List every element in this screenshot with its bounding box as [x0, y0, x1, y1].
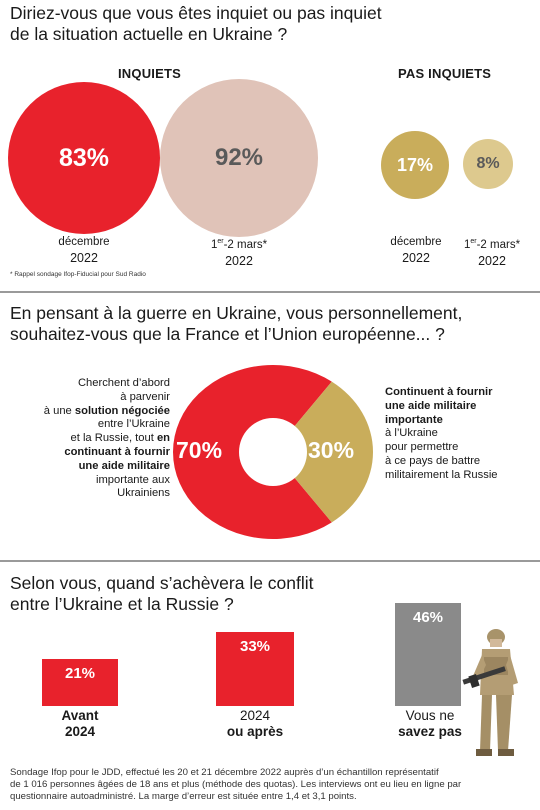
bar-category-2024-or-after: 2024 ou après [215, 708, 295, 740]
cat-line: savez pas [398, 724, 462, 739]
bar-category-before-2024: Avant 2024 [40, 708, 120, 740]
bubble-worried-december: 83% [8, 82, 160, 234]
cat-line: Vous ne [405, 708, 455, 723]
source-line: Sondage Ifop pour le JDD, effectué les 2… [10, 767, 439, 778]
bubble-not-worried-march: 8% [463, 139, 513, 189]
divider-2 [0, 560, 540, 562]
divider-1 [0, 291, 540, 293]
desc-line: une aide militaire [385, 399, 477, 412]
negotiation-description: Cherchent d’abord à parvenir à une solut… [0, 377, 170, 501]
question-1-line1: Diriez-vous que vous êtes inquiet ou pas… [10, 3, 382, 23]
desc-line: pour permettre [385, 441, 459, 454]
desc-line: importante [385, 413, 443, 426]
donut-chart [173, 365, 373, 539]
bar-value-2024-or-after: 33% [239, 638, 271, 656]
label-year: 2022 [402, 251, 430, 265]
label-december-worried: décembre 2022 [44, 234, 124, 266]
desc-line: à une solution négociée [43, 404, 170, 417]
desc-line: importante aux [95, 473, 170, 486]
label-year: 2022 [225, 253, 253, 268]
bar-before-2024 [42, 658, 118, 706]
question-1-line2: de la situation actuelle en Ukraine ? [10, 24, 288, 44]
desc-line: continuant à fournir [64, 445, 170, 458]
label-month: 1er-2 mars* [463, 238, 521, 251]
desc-line: une aide militaire [78, 459, 170, 472]
label-month: décembre [390, 236, 442, 248]
bubble-value: 83% [58, 143, 110, 172]
desc-line: entre l’Ukraine [97, 418, 170, 431]
bar-2024-or-after [216, 632, 294, 706]
bubble-worried-march: 92% [160, 79, 318, 237]
cat-line: 2024 [64, 724, 96, 739]
question-3-title: Selon vous, quand s’achèvera le conflit … [10, 573, 370, 615]
donut-slice-military [273, 381, 373, 523]
group-not-worried-heading: PAS INQUIETS [398, 66, 492, 81]
source-note: Sondage Ifop pour le JDD, effectué les 2… [10, 767, 535, 804]
desc-line: et la Russie, tout en [70, 432, 171, 445]
desc-line: Cherchent d’abord [77, 377, 170, 389]
question-2-line2: souhaitez-vous que la France et l’Union … [10, 324, 445, 344]
desc-line: à ce pays de battre [385, 454, 481, 467]
cat-line: 2024 [239, 708, 271, 723]
label-month: décembre [58, 236, 110, 248]
donut-label-military: 30% [308, 437, 355, 463]
bubble-value: 8% [476, 155, 500, 172]
question-2-line1: En pensant à la guerre en Ukraine, vous … [10, 303, 463, 323]
bar-value-before-2024: 21% [64, 664, 96, 682]
bar-category-dont-know: Vous ne savez pas [390, 708, 470, 740]
question-1-title: Diriez-vous que vous êtes inquiet ou pas… [10, 3, 530, 45]
soldier-illustration [462, 629, 518, 756]
bar-dont-know [395, 602, 461, 706]
military-description: Continuent à fournir une aide militaire … [385, 386, 540, 483]
bar-value-dont-know: 46% [412, 608, 444, 626]
question-2-title: En pensant à la guerre en Ukraine, vous … [10, 303, 535, 345]
bubble-not-worried-december: 17% [381, 131, 449, 199]
cat-line: Avant [61, 708, 99, 723]
label-month: 1er-2 mars* [210, 238, 268, 251]
desc-line: à parvenir [120, 390, 170, 403]
label-march-worried: 1er-2 mars* 2022 [180, 234, 298, 269]
footnote-1: * Rappel sondage Ifop-Fiducial pour Sud … [10, 271, 146, 278]
question-3-line2: entre l’Ukraine et la Russie ? [10, 594, 234, 614]
desc-line: militairement la Russie [385, 468, 498, 481]
group-worried-heading: INQUIETS [118, 66, 181, 81]
donut-label-negotiation: 70% [176, 437, 223, 463]
cat-line: ou après [226, 724, 284, 739]
label-march-not-worried: 1er-2 mars* 2022 [452, 234, 532, 269]
desc-line: Continuent à fournir [385, 386, 493, 398]
donut-hole [239, 418, 307, 486]
label-december-not-worried: décembre 2022 [378, 234, 454, 266]
label-year: 2022 [478, 253, 506, 268]
source-line: de 1 016 personnes âgées de 18 ans et pl… [10, 779, 462, 791]
source-line: questionnaire autoadministré. La marge d… [10, 791, 357, 803]
desc-line: Ukrainiens [117, 487, 170, 500]
question-3-line1: Selon vous, quand s’achèvera le conflit [10, 573, 314, 593]
desc-line: à l’Ukraine [385, 427, 438, 440]
bubble-value: 92% [214, 144, 264, 171]
label-year: 2022 [70, 251, 98, 265]
bubble-value: 17% [396, 154, 434, 175]
